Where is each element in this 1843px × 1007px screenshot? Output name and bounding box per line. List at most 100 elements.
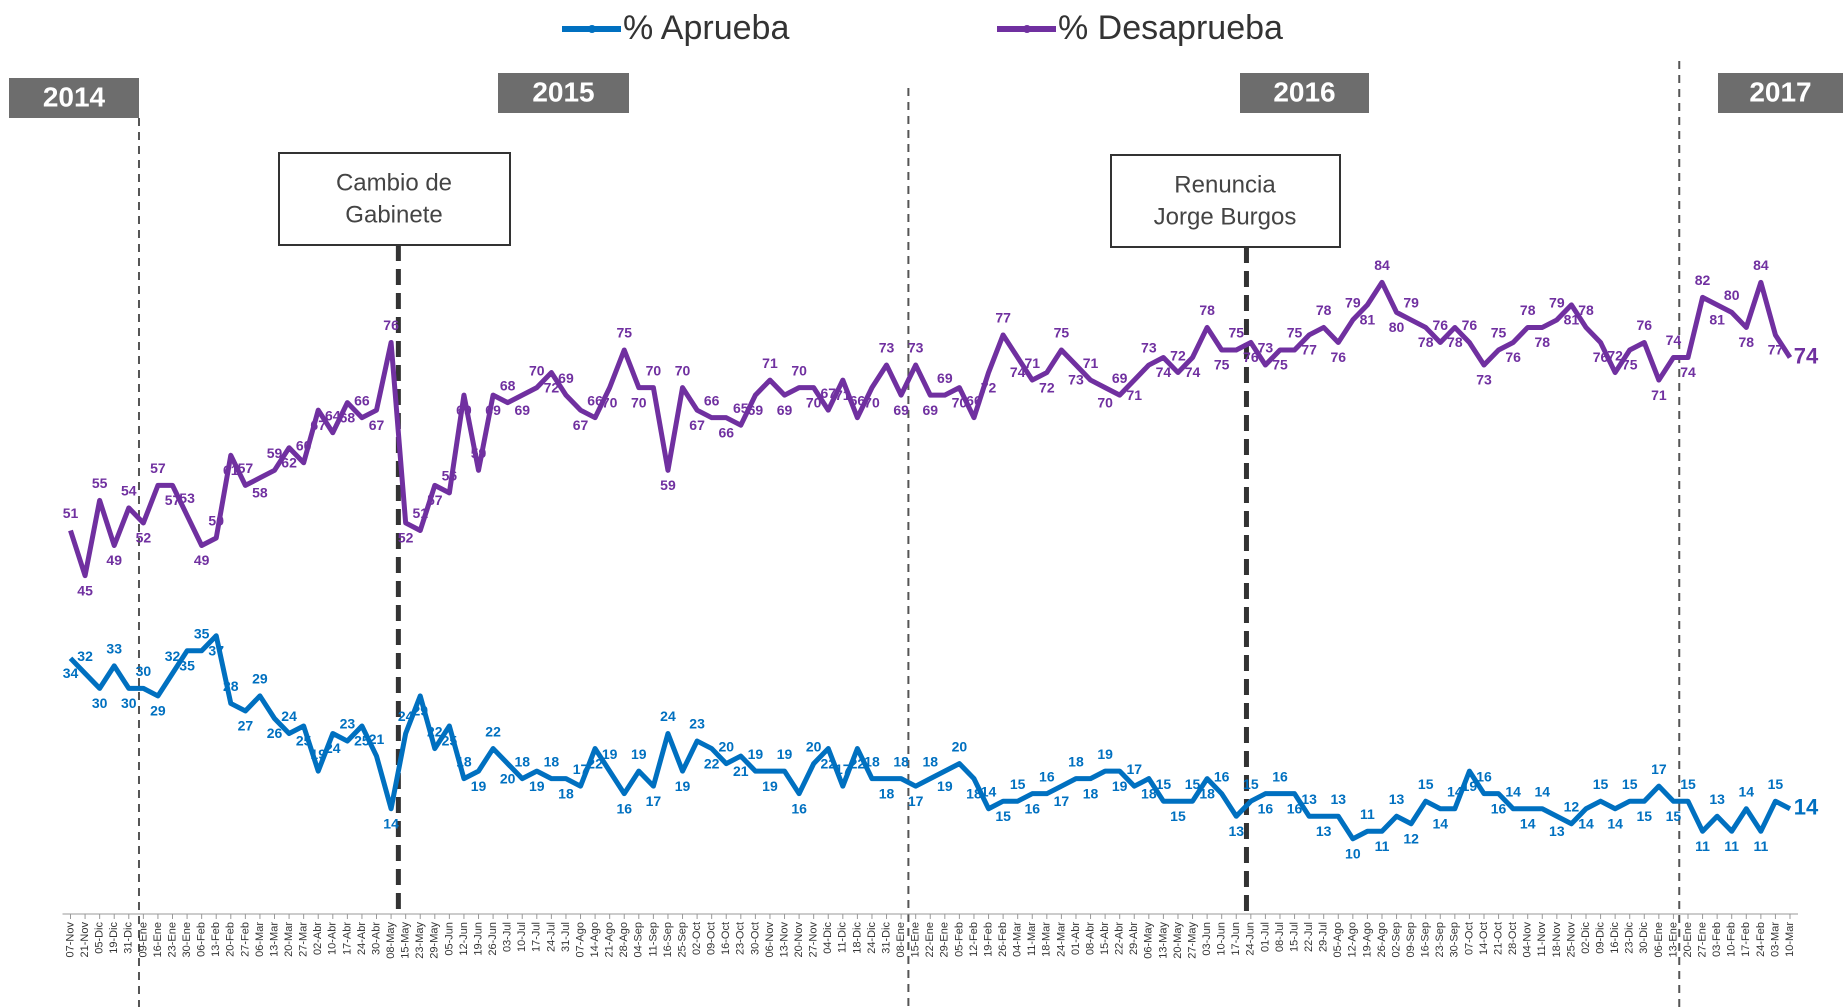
data-label: 25: [354, 733, 370, 749]
data-label: 77: [1768, 342, 1784, 358]
x-tick-label: 24-Feb: [1755, 922, 1767, 957]
x-tick-label: 25-Nov: [1565, 922, 1577, 958]
data-label: 76: [1505, 349, 1521, 365]
x-tick-label: 24-Jul: [545, 922, 557, 952]
data-label: 78: [1418, 334, 1434, 350]
x-tick-label: 18-Dic: [851, 922, 863, 954]
data-label: 18: [1083, 785, 1099, 801]
x-tick-label: 03-Jul: [502, 922, 514, 952]
year-box: [9, 78, 139, 118]
x-tick-label: 16-Sep: [662, 922, 674, 957]
x-tick-label: 27-Mar: [298, 922, 310, 957]
x-tick-label: 22-Ene: [924, 922, 936, 957]
x-tick-label: 06-Mar: [254, 922, 266, 957]
x-tick-label: 08-Ene: [895, 922, 907, 957]
annotation-box: [278, 152, 511, 246]
x-tick-label: 12-Jun: [458, 922, 470, 956]
data-label: 17: [1054, 793, 1070, 809]
data-label: 65: [733, 400, 749, 416]
x-tick-label: 31-Dic: [880, 922, 892, 954]
data-label: 70: [1097, 394, 1113, 410]
data-label: 74: [1010, 364, 1026, 380]
annotation: Jorge Burgos: [1154, 203, 1297, 230]
data-label: 76: [1462, 317, 1478, 333]
x-tick-label: 29-Jul: [1318, 922, 1330, 952]
data-label: 12: [1403, 830, 1419, 846]
data-label: 81: [1709, 312, 1725, 328]
data-label: 71: [1024, 355, 1040, 371]
data-label: 71: [1126, 387, 1142, 403]
x-tick-label: 27-Ene: [1696, 922, 1708, 957]
x-tick-label: 01-Abr: [1070, 922, 1082, 955]
x-tick-label: 06-Nov: [764, 922, 776, 958]
data-label: 74: [1680, 364, 1696, 380]
x-tick-label: 27-Nov: [808, 922, 820, 958]
data-label: 69: [456, 402, 472, 418]
data-label: 76: [1432, 317, 1448, 333]
data-label: 50: [208, 513, 224, 529]
data-label: 75: [1287, 325, 1303, 341]
x-tick-label: 22-Abr: [1114, 922, 1126, 955]
data-label: 81: [1360, 312, 1376, 328]
data-label: 72: [1039, 379, 1055, 395]
x-tick-label: 19-Dic: [108, 922, 120, 954]
data-label: 71: [1651, 387, 1667, 403]
data-label: 14: [1447, 783, 1463, 799]
data-label: 15: [1418, 776, 1434, 792]
x-tick-label: 29-Ene: [939, 922, 951, 957]
x-tick-label: 07-Ago: [574, 922, 586, 957]
x-tick-label: 20-Nov: [793, 922, 805, 958]
data-label: 10: [1345, 846, 1361, 862]
data-label: 58: [252, 485, 268, 501]
x-tick-label: 16-Ene: [152, 922, 164, 957]
data-label: 76: [1243, 349, 1259, 365]
annotation: Cambio de: [336, 169, 452, 196]
data-label: 27: [238, 718, 254, 734]
data-label: 15: [995, 808, 1011, 824]
x-tick-label: 20-Feb: [225, 922, 237, 957]
data-label: 15: [1243, 776, 1259, 792]
x-tick-label: 04-Nov: [1522, 922, 1534, 958]
data-label: 77: [995, 310, 1011, 326]
x-tick-label: 08-May: [385, 922, 397, 959]
x-tick-label: 14-Oct: [1478, 922, 1490, 955]
x-tick-label: 20-Mar: [283, 922, 295, 957]
data-label: 29: [412, 703, 428, 719]
data-label: 74: [1185, 364, 1201, 380]
data-label: 78: [1199, 302, 1215, 318]
data-label: 19: [631, 746, 647, 762]
x-tick-label: 30-Dic: [1638, 922, 1650, 954]
x-tick-label: 03-Jun: [1201, 922, 1213, 956]
x-tick-label: 15-Ene: [910, 922, 922, 957]
data-label: 79: [1549, 295, 1565, 311]
data-label: 59: [660, 477, 676, 493]
x-tick-label: 09-Ene: [137, 922, 149, 957]
data-label: 70: [602, 394, 618, 410]
data-label: 19: [602, 746, 618, 762]
data-label: 13: [1228, 823, 1244, 839]
data-label: 61: [223, 462, 239, 478]
year-label: 2016: [1273, 76, 1335, 107]
data-label: 16: [1024, 800, 1040, 816]
data-label: 49: [194, 552, 210, 568]
data-label: 18: [879, 785, 895, 801]
data-label: 73: [1476, 372, 1492, 388]
data-label: 67: [310, 417, 326, 433]
data-label: 11: [1753, 838, 1768, 854]
data-label: 75: [1272, 357, 1288, 373]
data-label: 25: [296, 733, 312, 749]
data-label: 82: [1695, 272, 1711, 288]
data-label: 26: [267, 725, 283, 741]
data-label: 69: [558, 370, 574, 386]
data-label: 15: [1666, 808, 1682, 824]
data-label: 78: [1738, 334, 1754, 350]
data-label: 19: [748, 746, 764, 762]
data-label: 73: [1258, 340, 1274, 356]
data-label: 78: [1534, 334, 1550, 350]
data-label: 71: [1083, 355, 1099, 371]
data-label: 14: [1738, 783, 1754, 799]
data-label: 28: [223, 678, 239, 694]
x-tick-label: 09-Oct: [706, 922, 718, 955]
data-label: 29: [252, 671, 268, 687]
legend-label: % Desaprueba: [1058, 9, 1283, 47]
